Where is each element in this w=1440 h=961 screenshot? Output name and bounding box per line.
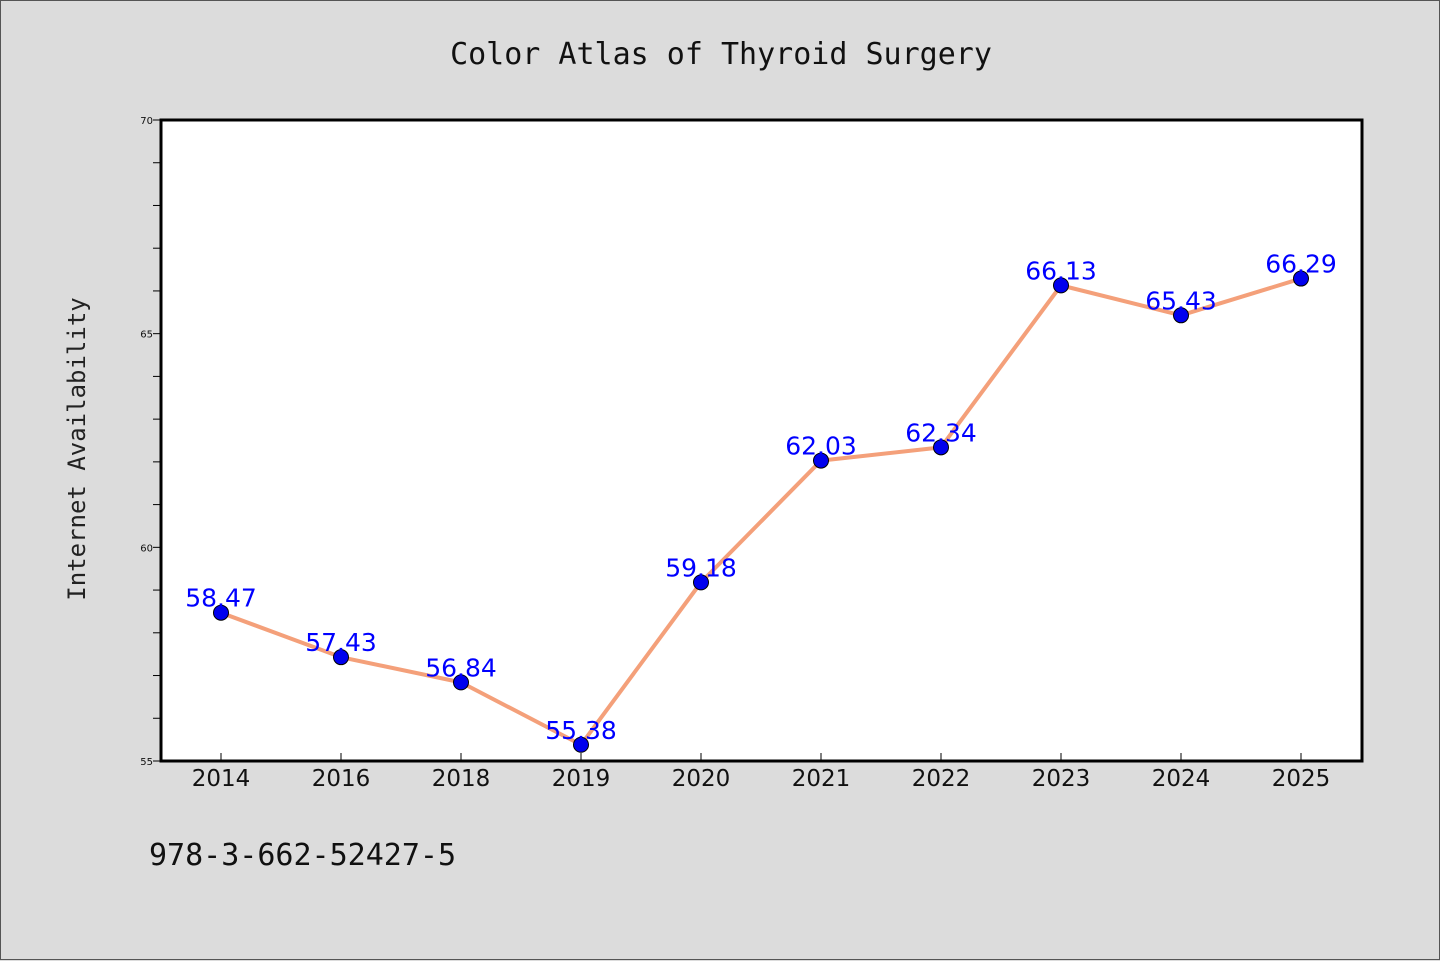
data-point	[1293, 270, 1309, 287]
data-label: 66.29	[1265, 250, 1337, 279]
series-layer	[213, 270, 1309, 753]
data-point	[933, 439, 949, 456]
x-tick-label: 2019	[552, 766, 611, 792]
y-tick-label: 65	[140, 330, 153, 341]
y-axis: 55 60 65 70	[140, 116, 161, 768]
data-point	[813, 452, 829, 469]
data-label: 65.43	[1145, 286, 1217, 315]
x-tick-label: 2022	[912, 766, 971, 792]
data-label: 62.34	[905, 418, 977, 447]
data-label: 62.03	[785, 432, 857, 461]
data-point	[453, 674, 469, 691]
data-label: 57.43	[305, 628, 377, 657]
data-label: 56.84	[425, 653, 497, 682]
series-line	[219, 276, 1303, 747]
x-tick-label: 2025	[1272, 766, 1331, 792]
y-tick-label: 55	[140, 757, 153, 768]
plot-area	[159, 118, 1364, 763]
data-label: 58.47	[185, 584, 257, 613]
data-label: 55.38	[545, 716, 617, 745]
x-tick-label: 2020	[672, 766, 731, 792]
data-point	[1173, 307, 1189, 324]
x-tick-label: 2023	[1032, 766, 1091, 792]
y-axis-label: Internet Availability	[63, 297, 91, 600]
data-label-layer: 58.47 57.43 56.84 55.38 59.18 62.03 62.34 66.13…	[185, 250, 1337, 745]
x-tick-label: 2018	[432, 766, 491, 792]
x-tick-label: 2016	[312, 766, 371, 792]
x-tick-label: 2021	[792, 766, 851, 792]
data-point	[213, 604, 229, 621]
data-point	[693, 574, 709, 591]
x-tick-label: 2014	[192, 766, 251, 792]
y-tick-label: 70	[140, 116, 153, 127]
y-tick-label: 60	[140, 543, 153, 554]
data-label: 59.18	[665, 553, 737, 582]
x-axis: 2014 2016 2018 2019 2020 2021 2022 2023 2024 2025	[192, 753, 1331, 792]
data-point	[1053, 277, 1069, 294]
chart-title: Color Atlas of Thyroid Surgery	[450, 37, 992, 72]
isbn-footer: 978-3-662-52427-5	[149, 838, 456, 873]
x-tick-label: 2024	[1152, 766, 1211, 792]
data-point	[333, 649, 349, 666]
data-label: 66.13	[1025, 256, 1097, 285]
data-point	[573, 736, 589, 753]
